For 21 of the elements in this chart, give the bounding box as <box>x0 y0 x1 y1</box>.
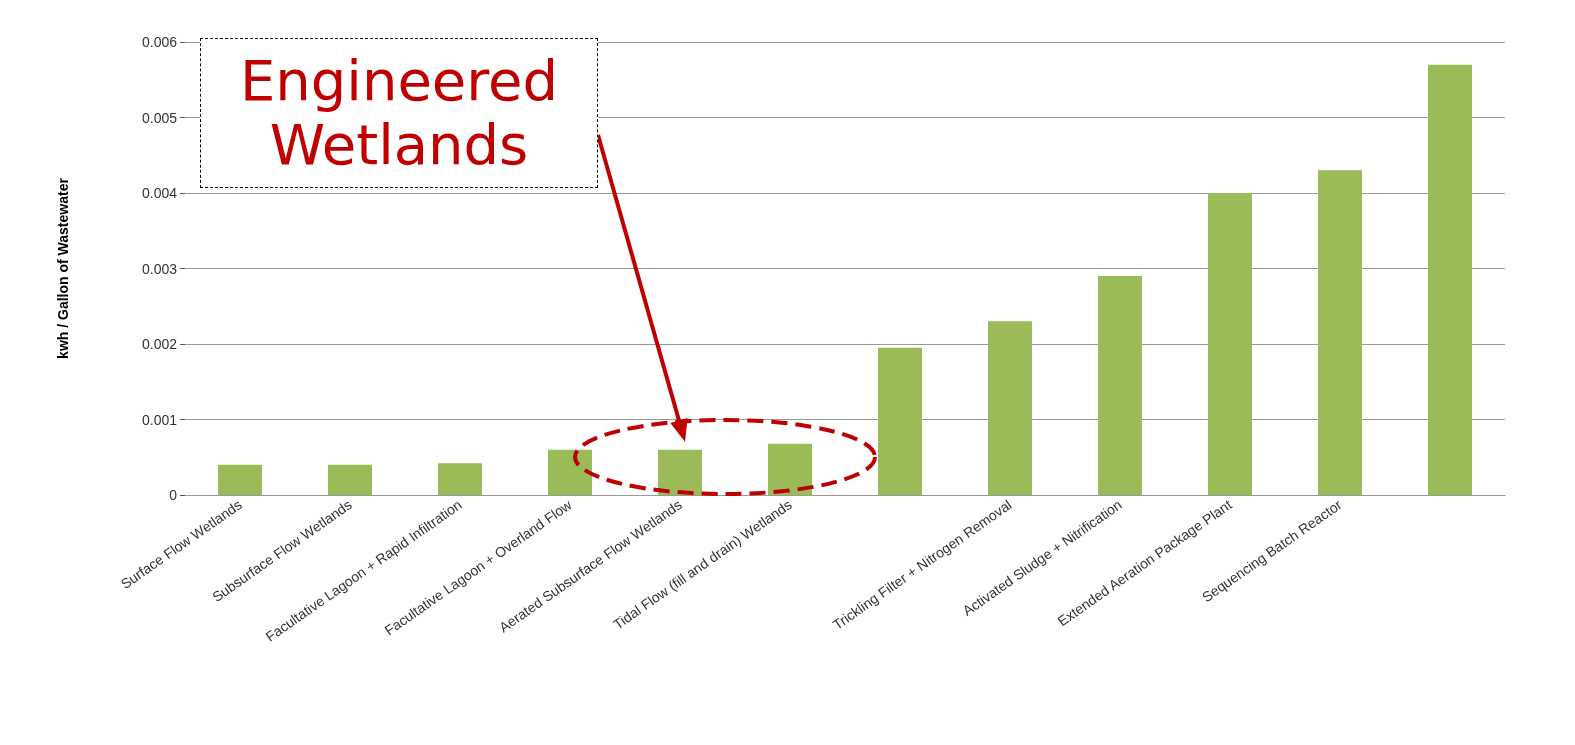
bar <box>1318 170 1362 495</box>
annotation: Engineered Wetlands <box>200 38 598 188</box>
bar <box>328 464 372 495</box>
bar <box>658 449 702 495</box>
y-axis-title: kwh / Gallon of Wastewater <box>55 177 71 359</box>
bar <box>988 321 1032 495</box>
y-tick-label: 0 <box>169 487 178 503</box>
bar <box>218 464 262 495</box>
bar <box>1428 64 1472 495</box>
y-tick-label: 0.005 <box>141 109 178 126</box>
y-tick-label: 0.001 <box>141 411 178 428</box>
y-tick-label: 0.002 <box>141 336 178 352</box>
bar <box>548 449 592 495</box>
y-tick-label: 0.004 <box>141 185 178 201</box>
bar <box>768 443 812 495</box>
y-tick-label: 0.006 <box>141 34 178 50</box>
bar <box>438 463 482 495</box>
y-tick-label: 0.003 <box>141 260 178 277</box>
bar <box>1208 193 1252 495</box>
bar <box>878 347 922 495</box>
bar <box>1098 276 1142 495</box>
